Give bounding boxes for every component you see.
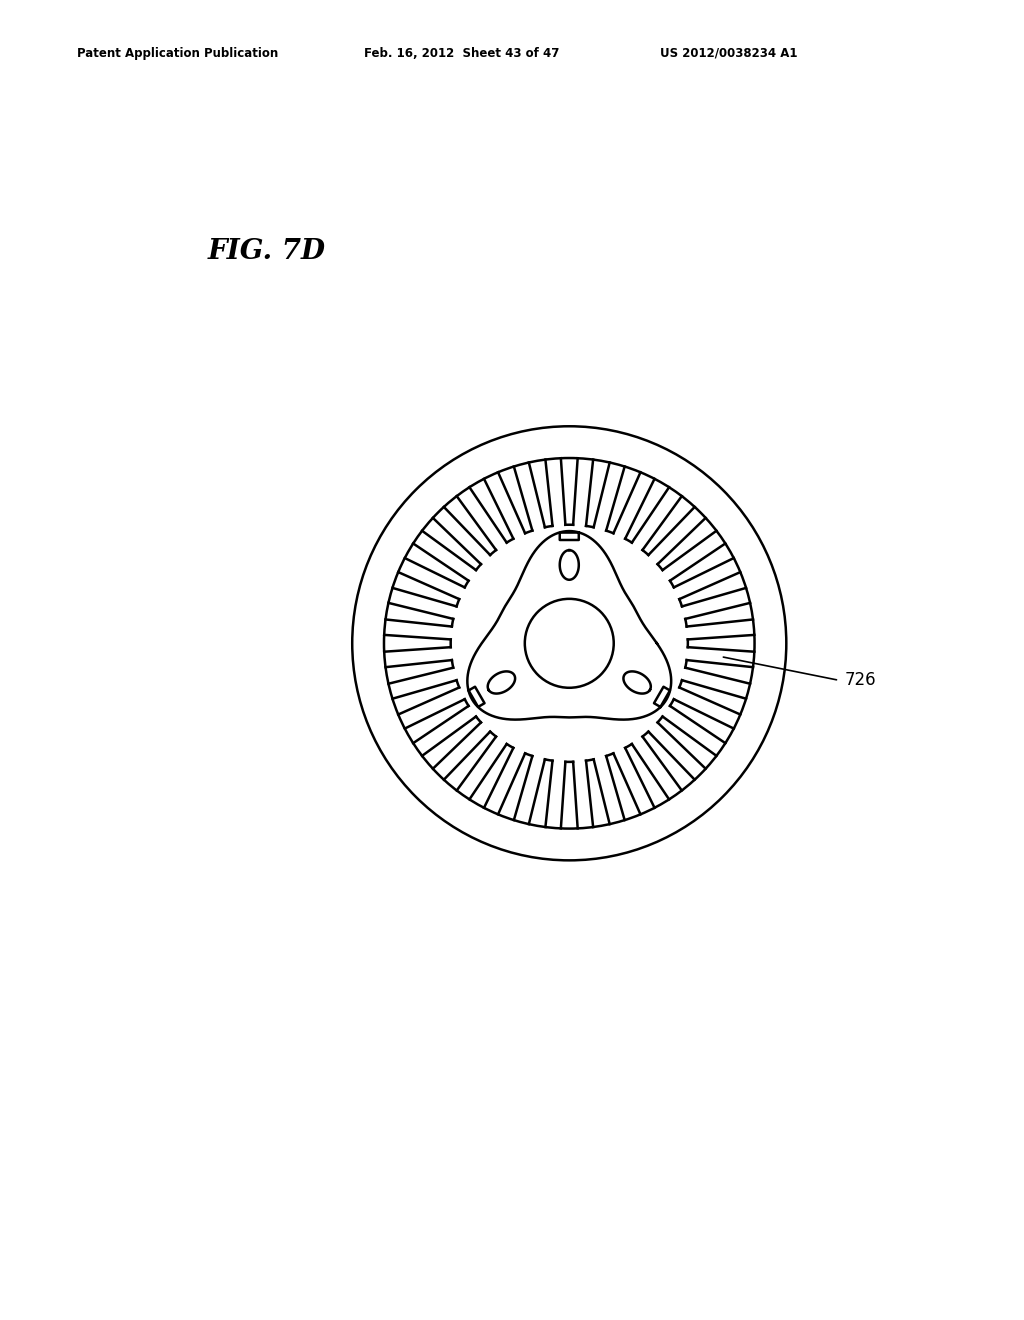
Text: 726: 726 — [845, 672, 877, 689]
Text: Feb. 16, 2012  Sheet 43 of 47: Feb. 16, 2012 Sheet 43 of 47 — [364, 46, 559, 59]
Text: FIG. 7D: FIG. 7D — [207, 238, 326, 265]
Text: US 2012/0038234 A1: US 2012/0038234 A1 — [660, 46, 798, 59]
Text: Patent Application Publication: Patent Application Publication — [77, 46, 279, 59]
